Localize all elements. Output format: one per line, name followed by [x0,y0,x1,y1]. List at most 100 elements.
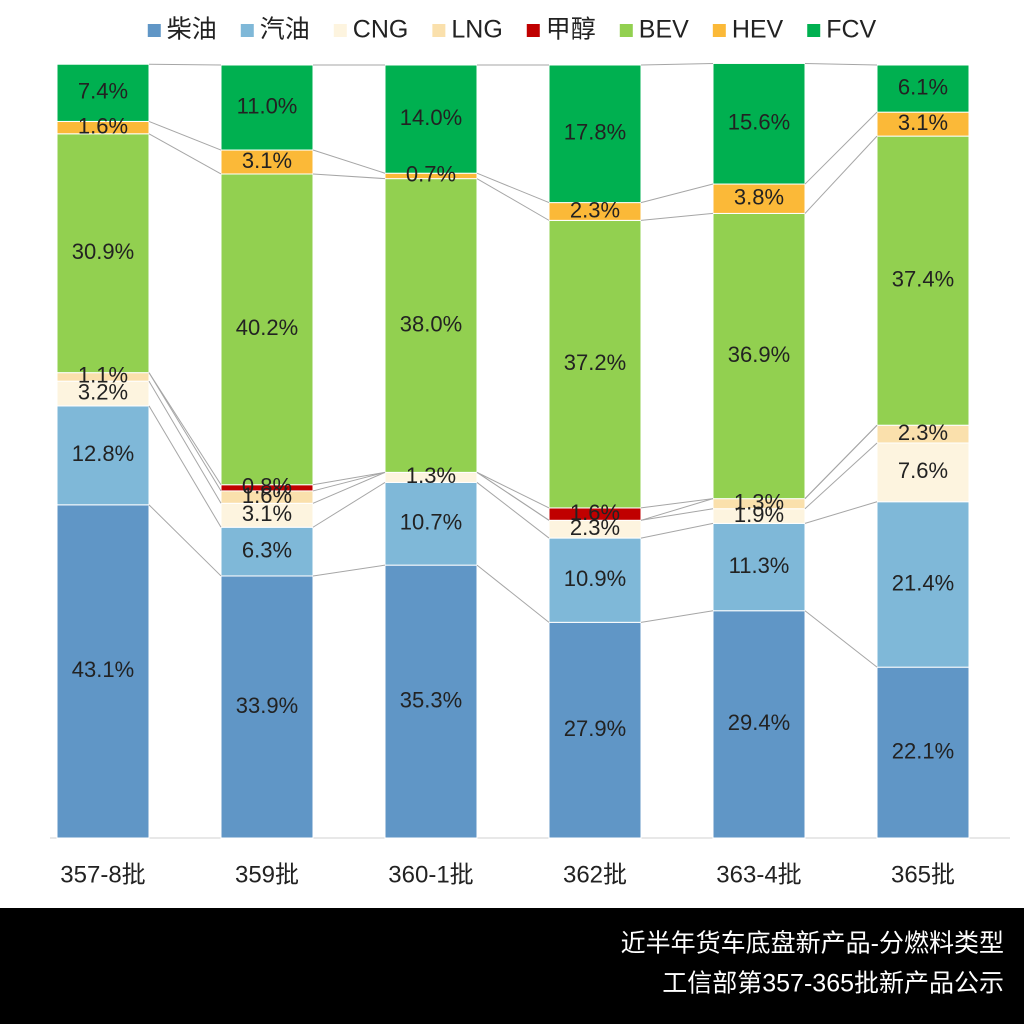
bar-segment [384,64,478,174]
footer-line: 工信部第357-365批新产品公示 [662,970,1004,998]
value-label: 37.4% [892,266,954,291]
series-line [476,482,550,539]
value-label: 1.6% [242,483,292,508]
legend-label: LNG [451,16,502,44]
value-label: 12.8% [72,441,134,466]
series-line [640,498,714,509]
series-line [476,471,550,521]
legend-label: HEV [732,16,784,44]
bar-segment [56,63,150,122]
bar-segment [220,526,314,577]
series-line [804,62,878,66]
value-label: 3.1% [242,148,292,173]
value-label: 40.2% [236,315,298,340]
value-label: 29.4% [728,710,790,735]
series-line [312,471,386,486]
bar-segment [220,575,314,839]
legend-swatch [807,24,821,37]
bar-segment [56,405,150,506]
x-tick-label: 362批 [563,861,627,888]
series-line [640,212,714,221]
series-line [640,610,714,623]
legend-swatch [333,24,347,37]
series-line [312,481,386,528]
x-tick-label: 357-8批 [60,861,145,888]
value-label: 36.9% [728,342,790,367]
bar-segment [548,621,642,839]
bar-segment [384,481,478,566]
series-line [476,564,550,623]
value-label: 6.3% [242,537,292,562]
value-label: 3.1% [898,110,948,135]
series-line [312,564,386,577]
series-line [476,178,550,221]
value-label: 43.1% [72,657,134,682]
value-label: 27.9% [564,716,626,741]
series-line [804,501,878,524]
value-label: 1.9% [734,502,784,527]
value-label: 33.9% [236,693,298,718]
series-line [148,120,222,151]
value-label: 1.3% [734,489,784,514]
series-line [804,610,878,668]
series-line [148,133,222,175]
legend-swatch [526,24,540,37]
bar-segment [384,178,478,473]
value-label: 7.4% [78,79,128,104]
value-label: 3.1% [242,501,292,526]
series-line [148,372,222,486]
series-line [640,508,714,521]
bar-segment [220,173,314,486]
bar-segment [712,62,806,185]
value-label: 3.2% [78,379,128,404]
value-label: 30.9% [72,239,134,264]
value-label: 1.6% [570,500,620,525]
value-label: 10.9% [564,566,626,591]
bar-segment [548,219,642,509]
series-line [640,522,714,539]
legend-swatch [147,24,161,37]
value-label: 35.3% [400,687,462,712]
value-label: 21.4% [892,570,954,595]
bar-segment [384,564,478,839]
series-line [804,111,878,185]
legend-label: FCV [826,16,876,44]
series-line [148,405,222,528]
bar-segment [876,501,970,668]
bar-segment [548,537,642,623]
value-label: 1.3% [406,463,456,488]
value-label: 38.0% [400,311,462,336]
value-label: 1.1% [78,363,128,388]
value-label: 6.1% [898,74,948,99]
legend-swatch [240,24,254,37]
bar-segment [56,133,150,374]
value-label: 0.7% [406,162,456,187]
series-line [804,442,878,510]
legend-label: CNG [353,16,409,44]
series-line [476,172,550,204]
legend-swatch [432,24,446,37]
series-line [148,372,222,492]
value-label: 2.3% [570,515,620,540]
x-tick-label: 363-4批 [716,861,801,888]
series-line [640,498,714,521]
series-line [148,380,222,504]
value-label: 2.3% [570,197,620,222]
value-label: 22.1% [892,738,954,763]
legend-label: BEV [639,16,689,44]
x-tick-label: 360-1批 [388,861,473,888]
series-line [312,173,386,180]
series-line [312,149,386,174]
series-line [148,63,222,66]
value-label: 2.3% [898,420,948,445]
legend-swatch [619,24,633,37]
legend-swatch [712,24,726,37]
series-line [312,471,386,504]
bar-segment [876,442,970,503]
footer-band [0,908,1024,1024]
value-label: 7.6% [898,458,948,483]
series-line [312,471,386,492]
bar-segment [220,64,314,151]
series-line [640,62,714,66]
